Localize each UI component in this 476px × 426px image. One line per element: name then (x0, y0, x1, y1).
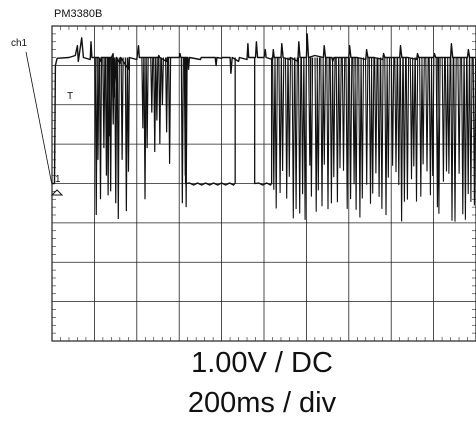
trigger-marker: T (67, 91, 73, 102)
ground-marker: 1 (55, 174, 61, 185)
signal-glitch (143, 57, 147, 200)
signal-glitch (116, 57, 120, 219)
signal-glitch (158, 57, 162, 145)
signal-glitch (153, 57, 157, 153)
channel-label: ch1 (11, 38, 28, 49)
signal-glitch (180, 57, 184, 204)
signal-glitch (155, 57, 159, 121)
signal-glitch (96, 57, 100, 160)
volts-setting-label: 1.00V / DC (191, 347, 333, 379)
signal-glitch (168, 57, 172, 164)
signal-glitch (124, 57, 128, 212)
signal-glitch (160, 57, 164, 105)
ground-arrow-icon (50, 189, 64, 196)
signal-glitch (126, 57, 131, 172)
signal-burst (272, 57, 476, 222)
signal-low-segment (184, 57, 236, 186)
signal-glitch (98, 57, 103, 200)
signal-glitch (109, 57, 113, 192)
signal-glitch (111, 57, 115, 125)
channel-leader-line (25, 51, 53, 186)
signal-glitch (102, 57, 106, 149)
signal-glitch (165, 57, 169, 133)
signal-low-segment (254, 57, 273, 186)
signal-glitch (120, 57, 124, 160)
signal-glitch (141, 57, 145, 129)
model-label: PM3380B (54, 8, 102, 20)
signal-glitch (145, 57, 149, 149)
time-setting-label: 200ms / div (188, 387, 337, 419)
signal-glitch (150, 57, 154, 113)
